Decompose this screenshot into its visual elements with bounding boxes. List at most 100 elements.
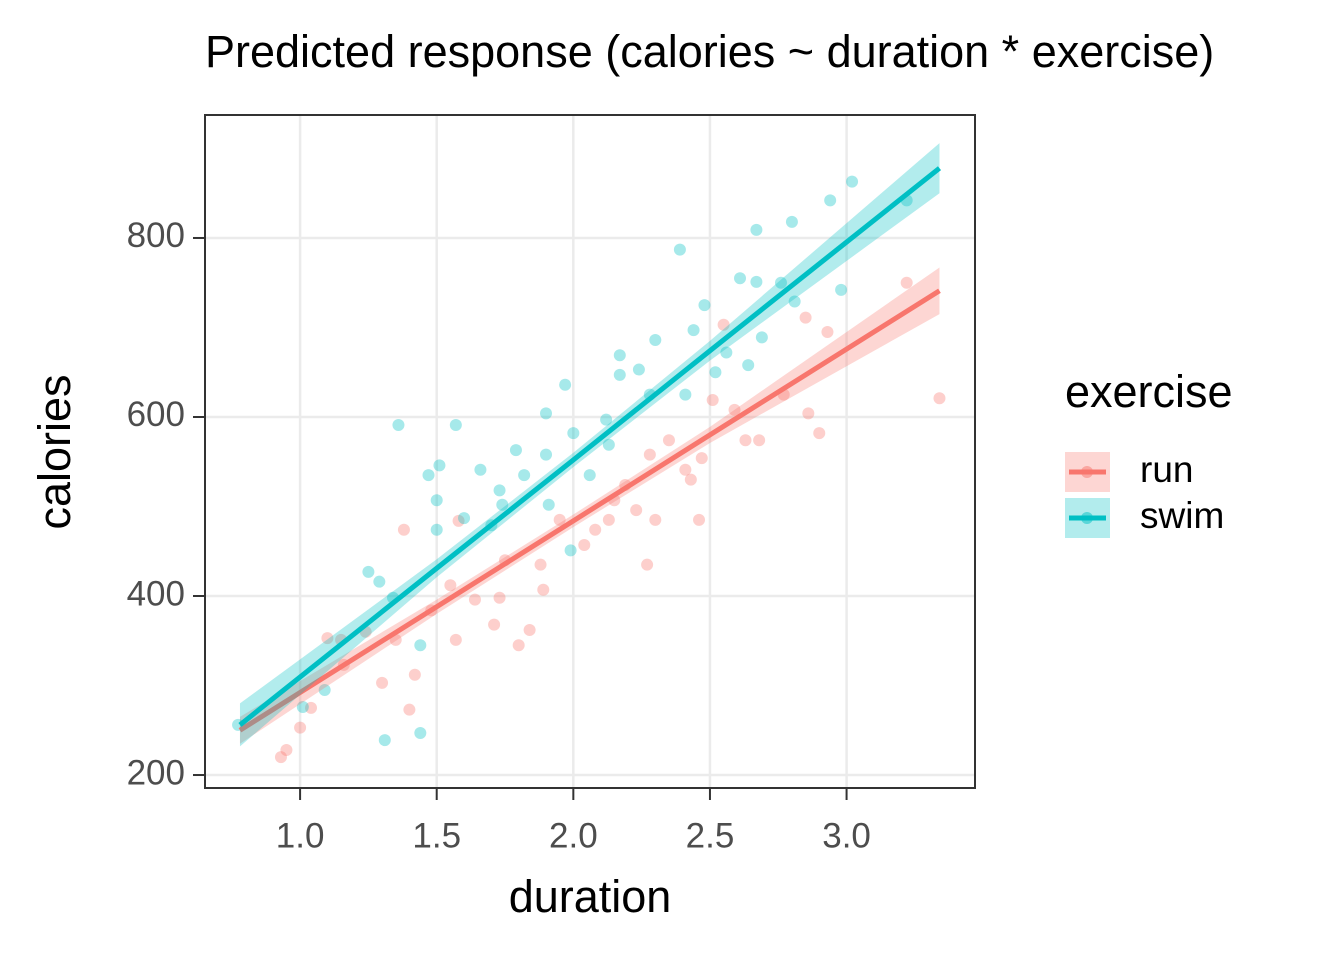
point	[750, 223, 763, 236]
point	[706, 393, 719, 406]
point	[900, 276, 913, 289]
point	[373, 575, 386, 588]
point	[755, 331, 768, 344]
point	[684, 473, 697, 486]
fit-line	[238, 166, 942, 727]
point	[523, 624, 536, 637]
x-tick-label: 2.0	[549, 816, 598, 855]
point	[376, 676, 389, 689]
point	[433, 459, 446, 472]
x-tick-label: 3.0	[822, 816, 871, 855]
point	[632, 363, 645, 376]
point	[493, 484, 506, 497]
point	[600, 413, 613, 426]
point	[753, 434, 766, 447]
point	[613, 349, 626, 362]
point	[430, 523, 443, 536]
point	[687, 324, 700, 337]
point	[613, 368, 626, 381]
point	[739, 434, 752, 447]
point	[824, 194, 837, 207]
point	[728, 403, 741, 416]
point	[542, 498, 555, 511]
point	[709, 366, 722, 379]
point	[362, 565, 375, 578]
point	[537, 583, 550, 596]
point	[540, 407, 553, 420]
point	[630, 504, 643, 517]
point	[698, 299, 711, 312]
point	[468, 593, 481, 606]
chart-title: Predicted response (calories ~ duration …	[205, 26, 1214, 77]
y-tick-label: 600	[127, 395, 185, 434]
point	[734, 272, 747, 285]
point	[589, 523, 602, 536]
point	[813, 427, 826, 440]
point	[512, 639, 525, 652]
point	[430, 494, 443, 507]
point	[414, 639, 427, 652]
point	[534, 558, 547, 571]
x-tick-label: 2.5	[686, 816, 735, 855]
point	[414, 726, 427, 739]
point	[802, 407, 815, 420]
legend-title: exercise	[1065, 366, 1233, 417]
point	[649, 513, 662, 526]
y-tick-label: 800	[127, 216, 185, 255]
legend-dot	[1081, 512, 1093, 524]
point	[835, 283, 848, 296]
point	[392, 419, 405, 432]
point	[641, 558, 654, 571]
point	[553, 513, 566, 526]
point	[742, 359, 755, 372]
legend-label: swim	[1140, 495, 1224, 536]
point	[821, 325, 834, 338]
point	[458, 512, 471, 525]
point	[397, 523, 410, 536]
point	[488, 618, 501, 631]
y-tick-label: 200	[127, 753, 185, 792]
point	[493, 591, 506, 604]
point	[679, 463, 692, 476]
point	[578, 538, 591, 551]
point	[422, 469, 435, 482]
point	[720, 346, 733, 359]
point	[318, 683, 331, 696]
x-tick-label: 1.0	[276, 816, 325, 855]
point	[280, 743, 293, 756]
point	[583, 469, 596, 482]
point	[799, 311, 812, 324]
point	[403, 703, 416, 716]
plot-area	[232, 143, 946, 764]
point	[274, 751, 287, 764]
point	[602, 513, 615, 526]
point	[846, 175, 859, 188]
y-tick-label: 400	[127, 574, 185, 613]
point	[750, 275, 763, 288]
point	[509, 444, 522, 457]
point	[679, 388, 692, 401]
panel-border	[204, 114, 976, 789]
point	[693, 513, 706, 526]
point	[559, 378, 572, 391]
point	[496, 498, 509, 511]
point	[788, 295, 801, 308]
point	[518, 469, 531, 482]
point	[564, 544, 577, 557]
point	[305, 701, 318, 714]
point	[602, 438, 615, 451]
point	[717, 318, 730, 331]
point	[774, 276, 787, 289]
x-axis-title: duration	[509, 871, 672, 922]
fit-line	[238, 288, 941, 733]
point	[662, 434, 675, 447]
point	[785, 215, 798, 228]
point	[449, 633, 462, 646]
point	[933, 392, 946, 405]
point	[378, 734, 391, 747]
legend-label: run	[1140, 449, 1193, 490]
point	[643, 448, 656, 461]
point	[296, 700, 309, 713]
